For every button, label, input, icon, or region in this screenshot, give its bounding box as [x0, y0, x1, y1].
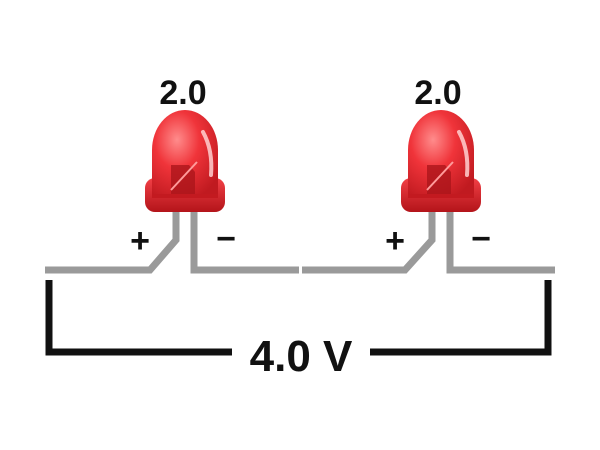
led2-plus-sign: + — [385, 222, 405, 260]
wiring — [45, 212, 555, 274]
voltage-bracket — [45, 280, 552, 356]
led1-minus-sign: − — [216, 220, 236, 258]
led2-voltage-label: 2.0 — [414, 74, 461, 112]
led-icon — [145, 110, 225, 212]
led-icon — [401, 110, 481, 212]
led1-anode-lead — [45, 212, 180, 274]
led1-voltage-label: 2.0 — [159, 74, 206, 112]
led1-cathode-lead — [190, 212, 299, 274]
led1-plus-sign: + — [130, 222, 150, 260]
bracket-left — [45, 280, 232, 356]
led2-cathode-lead — [446, 212, 555, 274]
led2-anode-lead — [302, 212, 436, 274]
led2-minus-sign: − — [471, 220, 491, 258]
bracket-right — [370, 280, 552, 356]
total-voltage-label: 4.0 V — [250, 332, 353, 381]
